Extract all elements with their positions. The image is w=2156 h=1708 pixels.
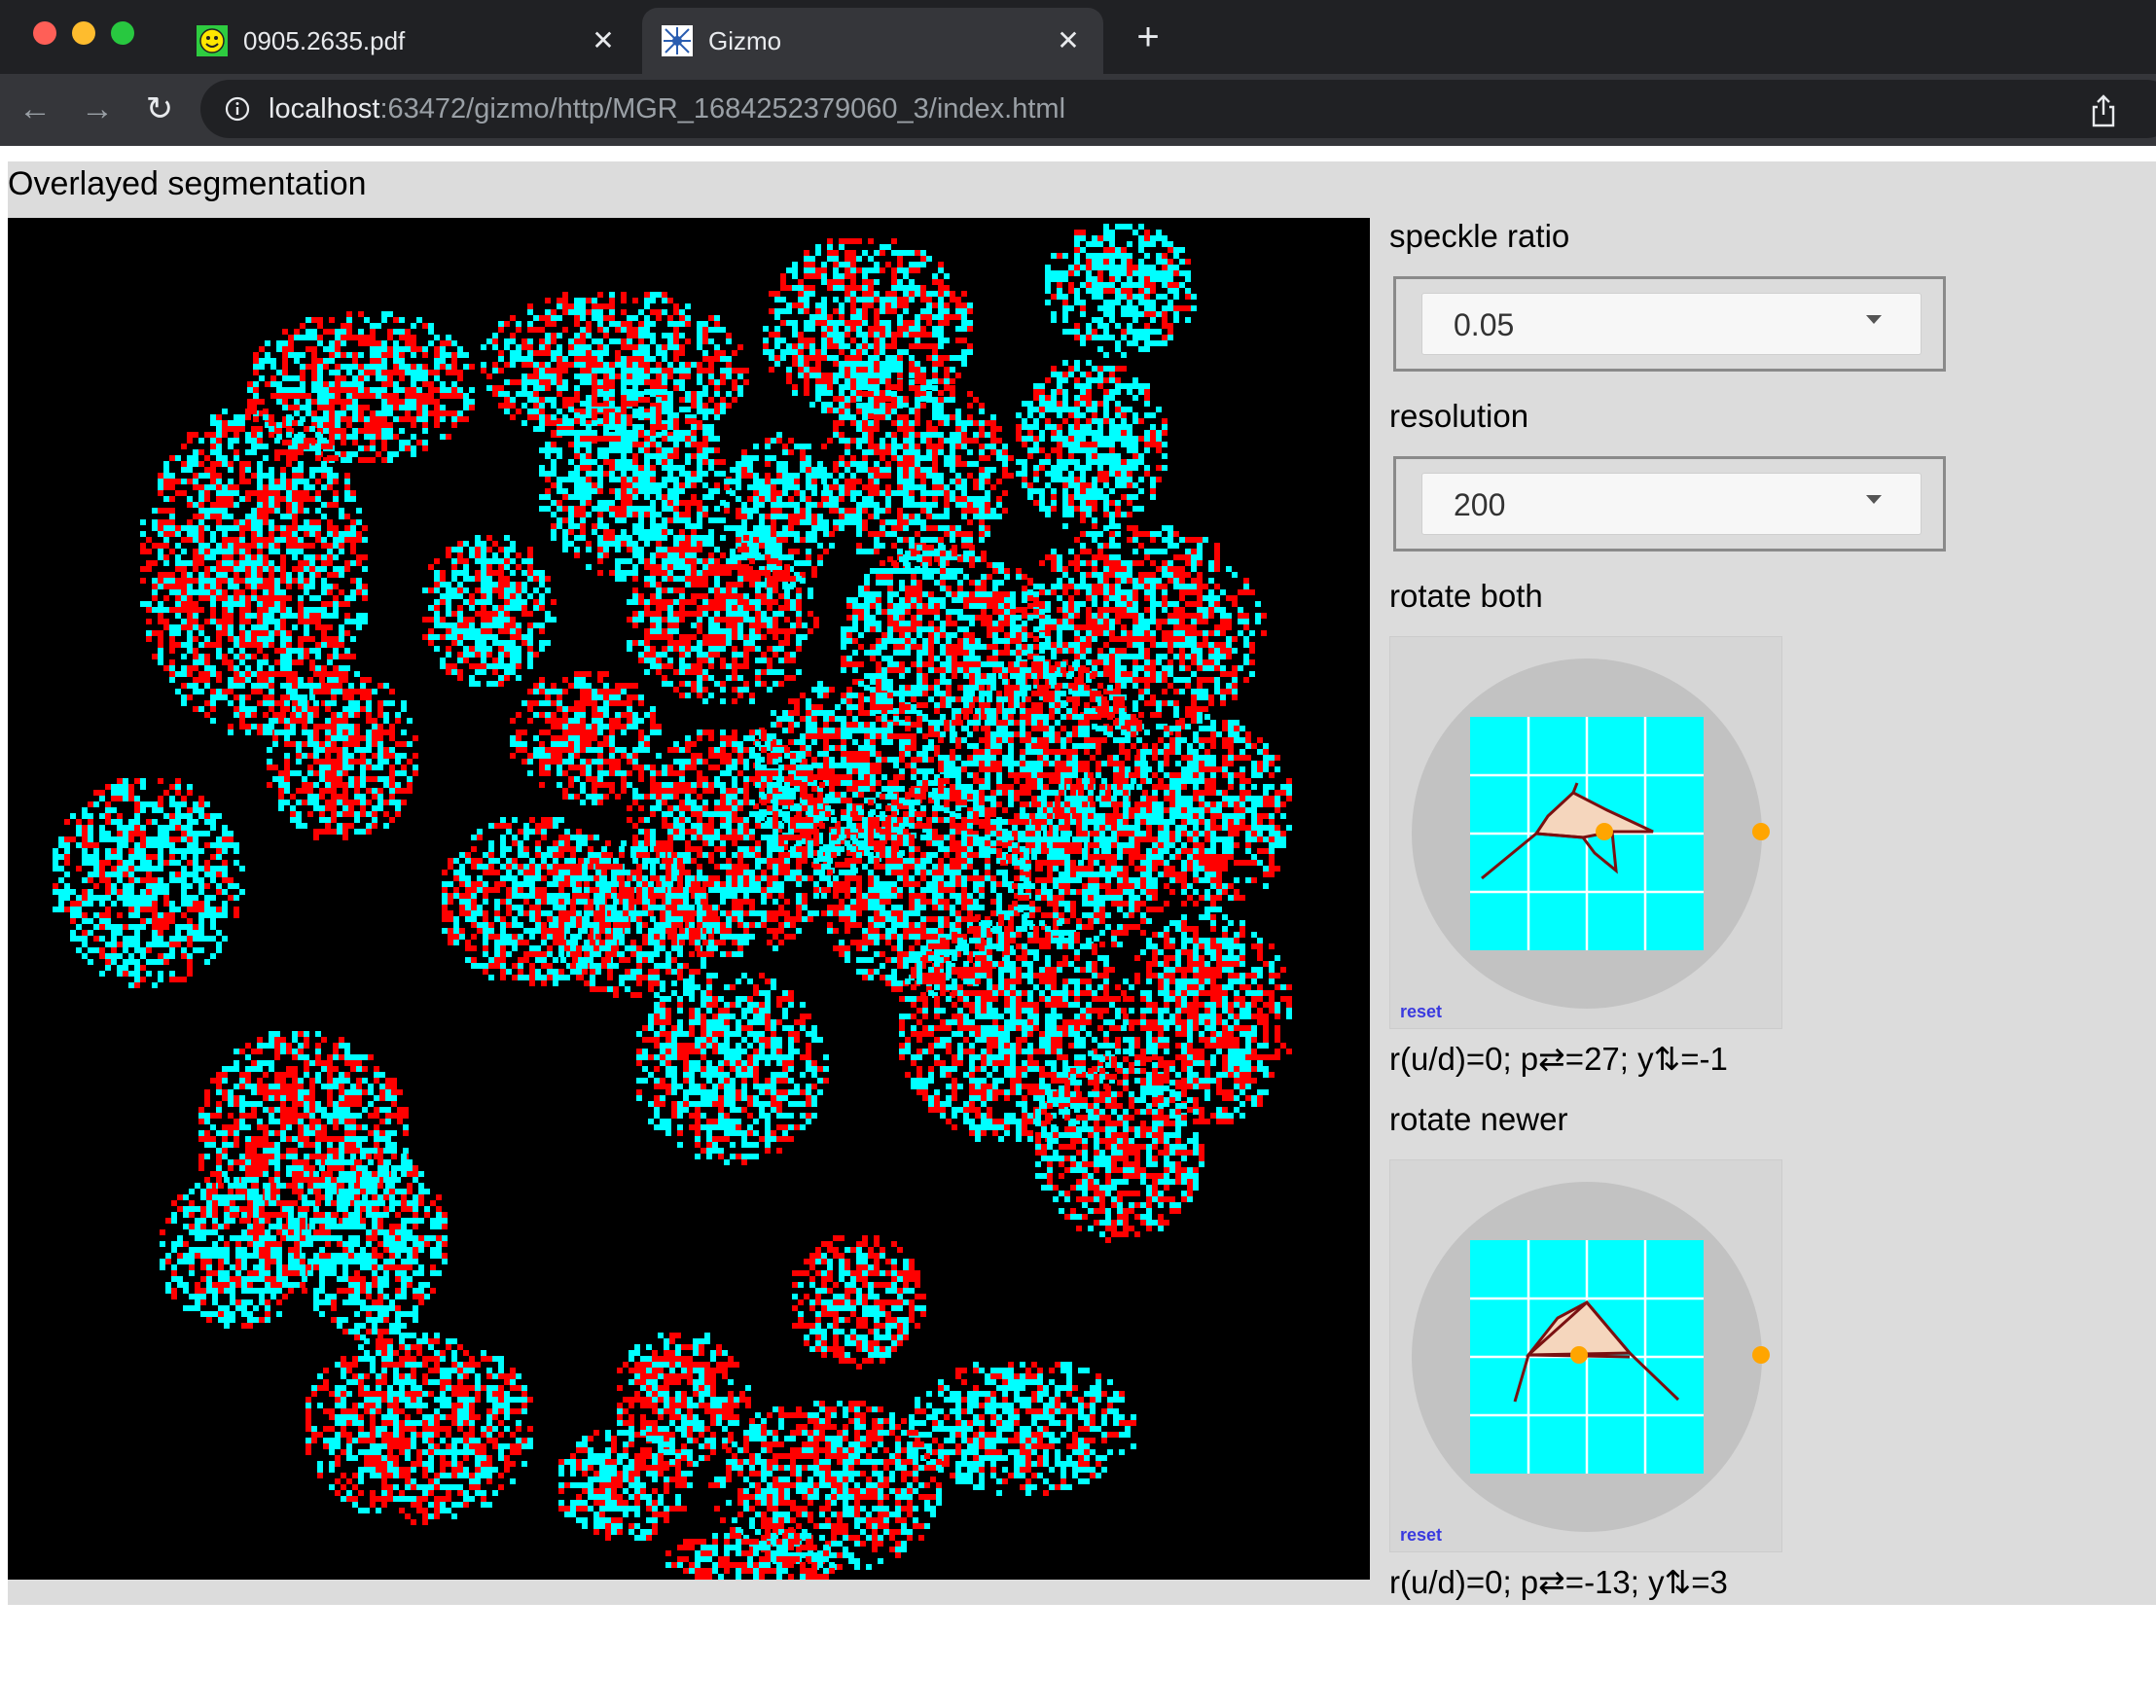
segmentation-blob	[1035, 1050, 1204, 1243]
segmentation-blob	[627, 535, 819, 704]
close-tab-icon[interactable]: ✕	[592, 25, 615, 55]
segmentation-blob	[821, 379, 1014, 572]
segmentation-blob	[909, 1362, 1136, 1496]
rotation-trackball	[1412, 1182, 1770, 1532]
segmentation-blob	[160, 1177, 311, 1329]
segmentation-blob	[53, 778, 245, 988]
resolution-select[interactable]: 200	[1421, 473, 1922, 535]
rim-handle[interactable]	[1752, 1346, 1770, 1364]
browser-toolbar: ← → ↻ localhost:63472/gizmo/http/MGR_168…	[0, 74, 2156, 146]
window-minimize-button[interactable]	[72, 21, 95, 45]
segmentation-blob	[1016, 360, 1168, 529]
segmentation-blob	[1123, 714, 1292, 912]
close-tab-icon[interactable]: ✕	[1057, 25, 1080, 55]
chevron-down-icon	[1866, 495, 1882, 504]
rotate-both-readout: r(u/d)=0; p⇄=27; y⇅=-1	[1389, 1041, 1728, 1077]
segmentation-blob	[305, 1333, 533, 1525]
smiley-face-icon	[197, 25, 228, 56]
segmentation-canvas	[8, 218, 1370, 1580]
url-text: localhost:63472/gizmo/http/MGR_168425237…	[269, 92, 1065, 125]
browser-tab-bar: 0905.2635.pdf ✕ Gizmo ✕ +	[0, 0, 2156, 74]
segmentation-blob	[422, 535, 557, 687]
segmentation-view[interactable]	[8, 218, 1370, 1580]
speckle-ratio-label: speckle ratio	[1389, 218, 1570, 254]
segmentation-blob	[140, 403, 368, 735]
speckle-ratio-frame: 0.05	[1393, 276, 1946, 372]
address-bar[interactable]: localhost:63472/gizmo/http/MGR_168425237…	[200, 80, 2156, 138]
url-host: localhost	[269, 93, 380, 125]
segmentation-blob	[267, 671, 418, 840]
rotate-newer-gizmo[interactable]: reset	[1389, 1159, 1782, 1552]
window-close-button[interactable]	[33, 21, 56, 45]
arrow-left-icon[interactable]: ←	[18, 90, 52, 127]
rotate-both-gizmo[interactable]: reset	[1389, 636, 1782, 1029]
segmentation-blob	[296, 1148, 448, 1340]
segmentation-blob	[442, 817, 634, 986]
rotate-newer-label: rotate newer	[1389, 1101, 1568, 1137]
segmentation-blob	[841, 545, 1051, 737]
info-icon[interactable]	[224, 95, 251, 123]
segmentation-blob	[665, 1527, 835, 1580]
arrow-right-icon[interactable]: →	[81, 90, 114, 127]
rotate-newer-readout: r(u/d)=0; p⇄=-13; y⇅=3	[1389, 1564, 1728, 1600]
resolution-label: resolution	[1389, 398, 1529, 434]
segmentation-blob	[617, 1333, 751, 1467]
rotate-both-label: rotate both	[1389, 578, 1543, 614]
segmentation-blob	[792, 1235, 926, 1370]
segmentation-blob	[724, 432, 835, 589]
page-title: Overlayed segmentation	[8, 165, 367, 202]
segmentation-blob	[1045, 224, 1197, 358]
center-handle[interactable]	[1596, 823, 1613, 840]
segmentation-blob	[636, 973, 829, 1165]
page-top-margin	[0, 146, 2156, 161]
window-maximize-button[interactable]	[111, 21, 134, 45]
segmentation-blob	[247, 311, 475, 463]
rotation-trackball	[1412, 658, 1770, 1009]
tab-title: 0905.2635.pdf	[243, 26, 406, 55]
segmentation-blob	[763, 238, 973, 419]
url-path: :63472/gizmo/http/MGR_1684252379060_3/in…	[379, 93, 1066, 125]
reset-link[interactable]: reset	[1400, 1002, 1443, 1021]
resolution-value: 200	[1454, 487, 1506, 522]
orientation-tip	[1571, 782, 1579, 794]
tab-title: Gizmo	[708, 26, 782, 55]
browser-tab-pdf[interactable]: 0905.2635.pdf ✕	[177, 8, 638, 74]
segmentation-blob	[1000, 772, 1175, 947]
segmentation-blob	[510, 671, 662, 805]
speckle-ratio-select[interactable]: 0.05	[1421, 293, 1922, 355]
reset-link[interactable]: reset	[1400, 1525, 1443, 1545]
share-icon[interactable]	[2088, 93, 2119, 128]
chevron-down-icon	[1866, 315, 1882, 324]
orientation-wedge	[1533, 791, 1654, 839]
rim-handle[interactable]	[1752, 823, 1770, 840]
reload-icon[interactable]: ↻	[145, 90, 174, 127]
segmentation-blob	[558, 1430, 693, 1541]
browser-tab-gizmo[interactable]: Gizmo ✕	[642, 8, 1103, 74]
gizmo-page: Overlayed segmentation speckle ratio 0.0…	[8, 161, 2156, 1605]
segmentation-blob	[753, 681, 946, 873]
resolution-frame: 200	[1393, 456, 1946, 552]
segmentation-blob	[621, 729, 837, 957]
plus-icon[interactable]: +	[1136, 16, 1160, 58]
segmentation-blob	[899, 914, 1127, 1142]
center-handle[interactable]	[1570, 1346, 1588, 1364]
speckle-ratio-value: 0.05	[1454, 307, 1515, 342]
gizmo-star-icon	[662, 25, 693, 56]
